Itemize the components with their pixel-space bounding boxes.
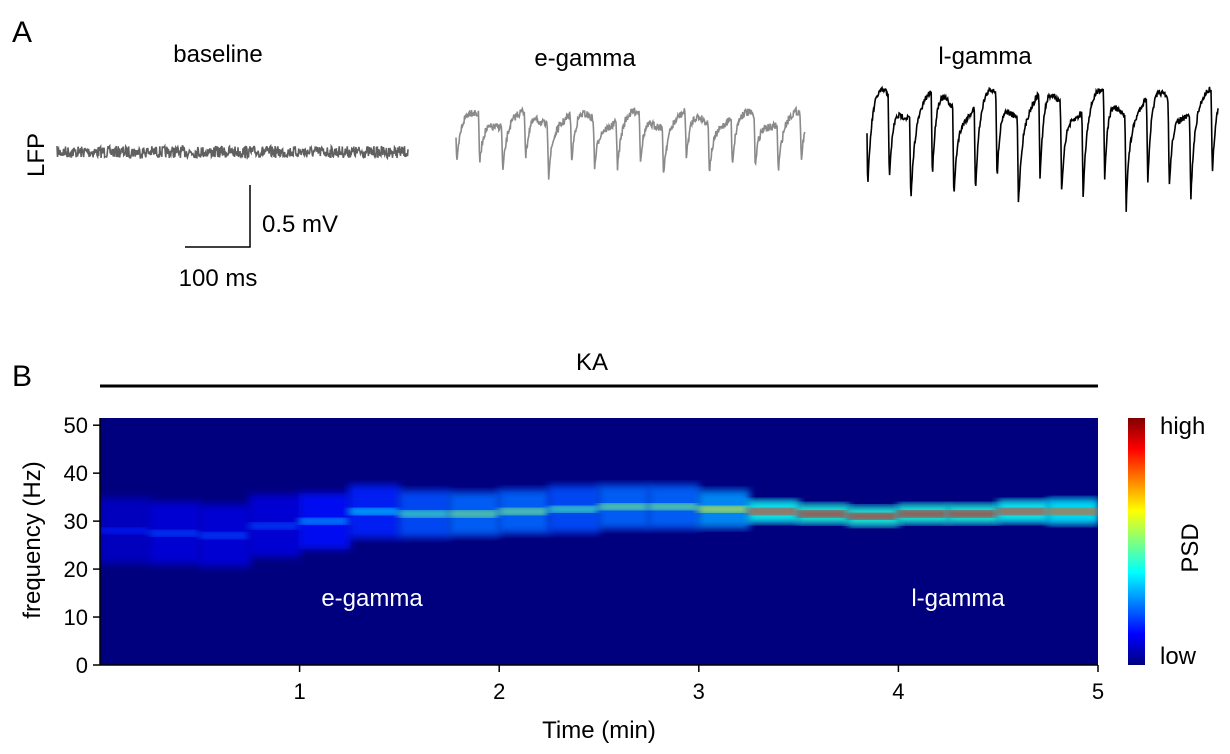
psd-peak [797, 510, 850, 517]
y-tick-label: 10 [64, 605, 88, 630]
psd-peak [1047, 508, 1098, 515]
x-tick-label: 3 [693, 679, 705, 704]
scale-label: 100 ms [179, 265, 258, 292]
x-tick-label: 4 [892, 679, 904, 704]
colorbar-high: high [1160, 413, 1205, 440]
y-tick-label: 50 [64, 413, 88, 438]
psd-peak [548, 506, 600, 513]
psd-peak [498, 508, 551, 515]
annotation: e-gamma [321, 585, 423, 612]
traces [56, 85, 1219, 212]
panel-label: A [12, 16, 32, 49]
psd-peak [348, 508, 401, 515]
trace-title: baseline [173, 41, 262, 68]
y-tick-label: 0 [76, 653, 88, 678]
y-tick-label: 40 [64, 461, 88, 486]
psd-peak [598, 503, 650, 510]
y-label: frequency (Hz) [19, 461, 46, 618]
psd-peak [448, 510, 501, 517]
psd-peak [947, 510, 1000, 517]
scale-bar [185, 185, 251, 248]
scale-label: 0.5 mV [262, 211, 338, 238]
x-tick-label: 1 [293, 679, 305, 704]
psd-peak [100, 527, 151, 534]
colorbar [1128, 418, 1145, 665]
heatmap [100, 484, 1098, 567]
lfp-trace [866, 85, 1219, 212]
lfp-trace [455, 105, 806, 180]
y-tick-label: 30 [64, 509, 88, 534]
psd-peak [398, 510, 451, 517]
psd-peak [897, 510, 950, 517]
treatment-label: KA [576, 349, 608, 376]
x-tick-label: 5 [1092, 679, 1104, 704]
colorbar-low: low [1160, 643, 1197, 670]
psd-peak [298, 518, 351, 525]
psd-peak [847, 513, 900, 520]
x-label: Time (min) [542, 717, 656, 744]
y-tick-label: 20 [64, 557, 88, 582]
y-label: LFP [23, 133, 50, 177]
colorbar-label: PSD [1177, 523, 1204, 572]
annotation: l-gamma [911, 585, 1005, 612]
trace-title: e-gamma [534, 45, 636, 72]
psd-peak [997, 508, 1050, 515]
psd-peak [148, 530, 201, 537]
trace-title: l-gamma [938, 43, 1032, 70]
lfp-trace [56, 143, 409, 161]
psd-peak [198, 532, 251, 539]
x-tick-label: 2 [493, 679, 505, 704]
psd-peak [647, 503, 700, 510]
psd-peak [697, 506, 750, 513]
panel-label: B [12, 360, 32, 393]
psd-peak [248, 522, 301, 529]
psd-peak [747, 508, 800, 515]
